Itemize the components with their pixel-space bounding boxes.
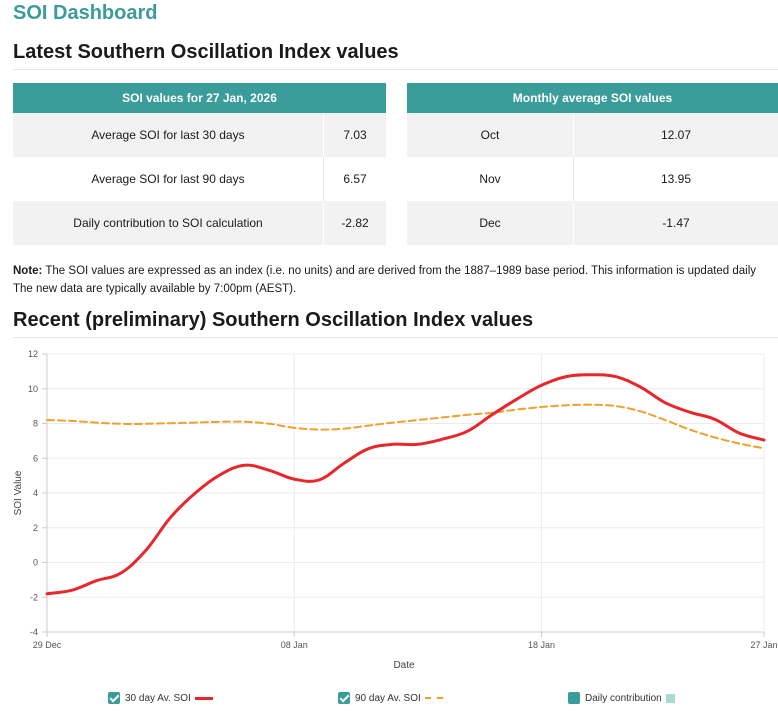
legend-swatch-daily [665,693,675,703]
y-tick-label: 12 [28,349,38,359]
monthly-average-table-header: Monthly average SOI values [407,83,778,113]
row-value: -2.82 [323,201,386,245]
app-title: SOI Dashboard [13,2,158,24]
y-axis-label: SOI Value [13,470,24,515]
chart-axes: -4 -2 0 2 4 6 8 10 12 29 Dec 08 Jan 18 Jan 27 Jan [28,349,778,650]
x-tick-label: 08 Jan [281,640,308,650]
y-tick-label: 4 [33,488,38,498]
soi-values-table: SOI values for 27 Jan, 2026 Average SOI … [13,83,386,245]
monthly-average-table: Monthly average SOI values Oct 12.07 Nov… [407,83,778,245]
legend-swatch-30day [194,696,213,700]
table-row: Average SOI for last 30 days 7.03 [13,113,386,157]
soi-values-table-header: SOI values for 27 Jan, 2026 [13,83,386,113]
row-value: 7.03 [323,113,386,157]
soi-line-chart: -4 -2 0 2 4 6 8 10 12 29 Dec 08 Jan 18 Jan 27 Jan SO… [13,349,778,671]
y-tick-label: 6 [33,453,38,463]
y-tick-label: 10 [28,384,38,394]
table-row: Oct 12.07 [407,113,778,157]
table-row: Nov 13.95 [407,157,778,201]
legend-label-30day: 30 day Av. SOI [125,692,191,704]
legend-item-30day[interactable]: 30 day Av. SOI [108,692,213,704]
row-label: Dec [407,201,574,245]
checkbox-30day[interactable] [108,692,120,704]
note-line-2: The new data are typically available by … [13,283,297,295]
row-label: Nov [407,157,574,201]
row-value: -1.47 [573,201,778,245]
recent-values-heading: Recent (preliminary) Southern Oscillatio… [13,309,534,331]
legend-item-90day[interactable]: 90 day Av. SOI [338,692,443,704]
y-tick-label: 2 [33,523,38,533]
y-tick-label: -4 [30,627,38,637]
note-text: Note: The SOI values are expressed as an… [13,262,778,298]
row-value: 6.57 [323,157,386,201]
y-tick-label: 8 [33,419,38,429]
legend-swatch-90day [424,697,443,699]
legend-item-daily[interactable]: Daily contribution [568,692,675,704]
row-value: 12.07 [573,113,778,157]
x-tick-label: 27 Jan [750,640,777,650]
divider [13,337,778,338]
legend-label-90day: 90 day Av. SOI [355,692,421,704]
checkbox-90day[interactable] [338,692,350,704]
series-line-30day [45,373,766,596]
note-line-1: The SOI values are expressed as an index… [45,265,757,277]
row-label: Daily contribution to SOI calculation [13,201,324,245]
table-row: Average SOI for last 90 days 6.57 [13,157,386,201]
row-label: Average SOI for last 90 days [13,157,324,201]
series-line-90day [46,403,765,450]
y-tick-label: -2 [30,592,38,602]
latest-values-heading: Latest Southern Oscillation Index values [13,41,399,63]
row-label: Average SOI for last 30 days [13,113,324,157]
x-tick-label: 18 Jan [528,640,555,650]
legend-label-daily: Daily contribution [585,692,662,704]
row-label: Oct [407,113,574,157]
x-axis-label: Date [393,660,415,671]
row-value: 13.95 [573,157,778,201]
table-row: Daily contribution to SOI calculation -2… [13,201,386,245]
note-label: Note: [13,265,43,277]
chart-series [45,373,766,596]
x-tick-label: 29 Dec [33,640,62,650]
y-tick-label: 0 [33,558,38,568]
checkbox-daily[interactable] [568,692,580,704]
table-row: Dec -1.47 [407,201,778,245]
chart-grid [46,353,765,633]
divider [13,69,778,70]
